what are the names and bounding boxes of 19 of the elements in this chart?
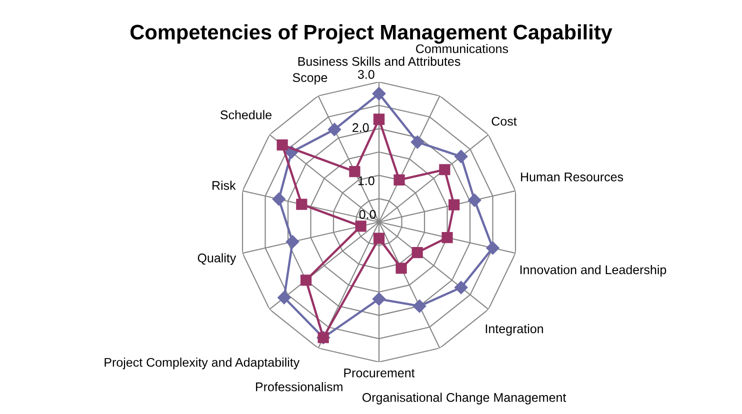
y-tick-label: 0.0: [359, 210, 376, 219]
spoke-label: Project Complexity and Adaptability: [104, 358, 300, 370]
spoke-label: Human Resources: [521, 172, 624, 182]
y-tick-label: 2.0: [352, 123, 369, 132]
spoke-label: Business Skills and Attributes: [298, 56, 460, 66]
spoke-label: Communications: [416, 44, 508, 54]
spoke-label: Organisational Change Management: [362, 392, 566, 404]
spoke-label: Quality: [198, 253, 236, 265]
spoke-label: Professionalism: [256, 382, 342, 392]
spoke-label: Scope: [292, 73, 328, 84]
spoke-label: Cost: [492, 116, 517, 126]
y-tick-label: 1.0: [358, 176, 374, 186]
spoke-label: Procurement: [344, 368, 415, 378]
spoke-label: Schedule: [220, 110, 272, 120]
spoke-label: Innovation and Leadership: [520, 265, 666, 277]
spoke-label: Integration: [486, 324, 543, 336]
y-tick-label: 3.0: [358, 70, 374, 79]
chart-title: Competencies of Project Management Capability: [130, 24, 612, 44]
spoke-label: Risk: [212, 180, 236, 190]
